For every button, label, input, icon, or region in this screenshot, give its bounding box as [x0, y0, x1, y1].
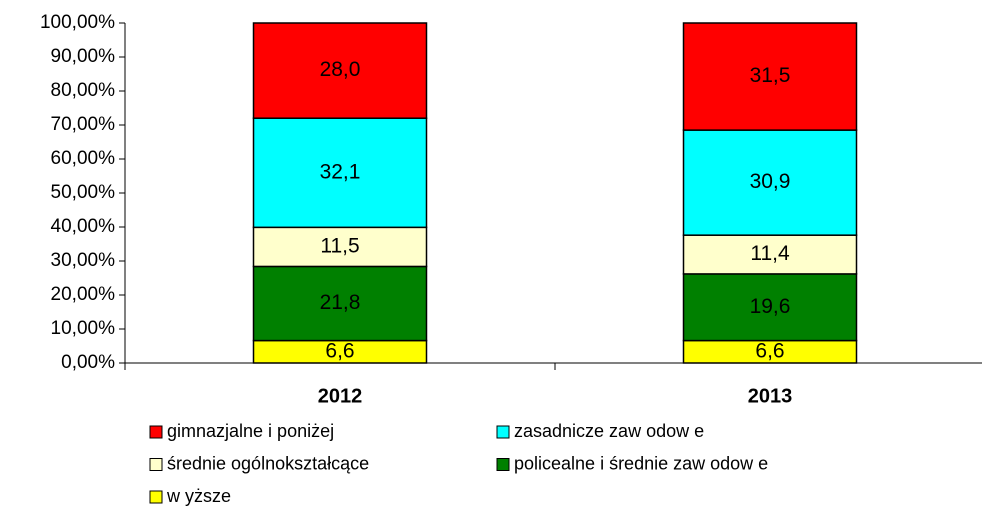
y-tick-label: 80,00% [51, 80, 116, 101]
data-label: 30,9 [750, 170, 791, 193]
legend-label: w yższe [166, 486, 231, 506]
data-label: 11,4 [750, 242, 790, 265]
data-label: 11,5 [320, 234, 359, 257]
legend-label: policealne i średnie zaw odow e [514, 453, 768, 473]
y-tick-label: 90,00% [51, 46, 116, 67]
bar-segment [682, 129, 858, 236]
legend-swatch [496, 458, 510, 471]
y-tick-label: 30,00% [51, 250, 116, 271]
bar-segment [682, 234, 858, 275]
x-tick-label: 2013 [748, 385, 793, 407]
data-label: 21,8 [320, 291, 361, 314]
bar-segment [682, 273, 858, 342]
y-tick-label: 40,00% [51, 216, 116, 237]
legend-swatch [149, 458, 163, 471]
legend-swatch [149, 490, 163, 504]
legend-label: średnie ogólnokształcące [167, 453, 369, 473]
y-tick-label: 0,00% [61, 352, 115, 373]
data-label: 31,5 [750, 64, 791, 87]
y-tick-label: 20,00% [51, 284, 116, 305]
legend-swatch [496, 425, 510, 439]
data-label: 32,1 [320, 160, 361, 183]
legend-label: zasadnicze zaw odow e [514, 421, 704, 441]
y-tick-label: 60,00% [51, 148, 116, 169]
data-label: 6,6 [755, 339, 784, 362]
y-tick-label: 10,00% [51, 318, 116, 339]
legend-swatch [149, 425, 163, 439]
y-tick-label: 100,00% [40, 12, 115, 33]
bar-segment [682, 22, 858, 131]
data-label: 6,6 [325, 339, 354, 362]
legend-label: gimnazjalne i poniżej [167, 421, 334, 441]
bar-segment [252, 22, 428, 119]
y-tick-label: 50,00% [51, 182, 116, 203]
data-label: 19,6 [750, 295, 791, 318]
x-tick-label: 2012 [318, 385, 363, 407]
data-label: 28,0 [320, 58, 361, 81]
y-tick-label: 70,00% [51, 114, 116, 135]
